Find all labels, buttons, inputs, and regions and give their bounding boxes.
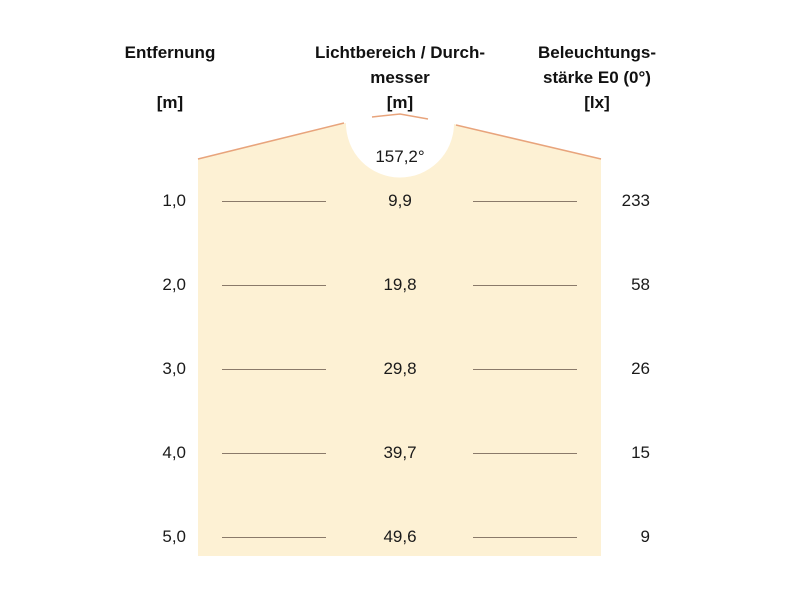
row-divider-left xyxy=(222,369,326,370)
table-row: 3,0 29,8 26 xyxy=(0,358,800,380)
illuminance-value: 58 xyxy=(631,275,650,294)
row-divider-right xyxy=(473,453,577,454)
row-divider-right xyxy=(473,285,577,286)
illuminance-value: 233 xyxy=(621,191,650,210)
diameter-value: 49,6 xyxy=(383,527,417,546)
table-row: 2,0 19,8 58 xyxy=(0,274,800,296)
illuminance-value: 9 xyxy=(640,527,650,546)
header-light-area-unit: [m] xyxy=(386,93,414,112)
table-row: 1,0 9,9 233 xyxy=(0,190,800,212)
row-divider-left xyxy=(222,285,326,286)
row-divider-right xyxy=(473,201,577,202)
diameter-value: 39,7 xyxy=(383,443,417,462)
header-light-area-line-1: Lichtbereich / Durch- xyxy=(314,43,486,62)
header-illuminance: Beleuchtungs- stärke E0 (0°) [lx] xyxy=(522,40,672,115)
row-divider-left xyxy=(222,201,326,202)
row-divider-right xyxy=(473,537,577,538)
table-row: 4,0 39,7 15 xyxy=(0,442,800,464)
row-divider-left xyxy=(222,537,326,538)
light-beam-edge-left xyxy=(197,122,345,160)
diameter-value: 9,9 xyxy=(388,191,412,210)
diameter-value: 19,8 xyxy=(383,275,417,294)
row-divider-left xyxy=(222,453,326,454)
light-beam-area xyxy=(198,123,601,556)
distance-value: 4,0 xyxy=(162,443,186,462)
header-illuminance-line-1: Beleuchtungs- xyxy=(537,43,657,62)
beam-angle-label: 157,2° xyxy=(375,147,425,166)
table-row: 5,0 49,6 9 xyxy=(0,526,800,548)
illuminance-value: 26 xyxy=(631,359,650,378)
distance-value: 1,0 xyxy=(162,191,186,210)
header-illuminance-line-2: stärke E0 (0°) xyxy=(543,68,651,87)
row-divider-right xyxy=(473,369,577,370)
header-light-area-line-2: messer xyxy=(370,68,430,87)
header-distance: Entfernung [m] xyxy=(110,40,230,115)
lamp-apex xyxy=(371,113,429,120)
header-light-area: Lichtbereich / Durch- messer [m] xyxy=(298,40,502,115)
header-distance-line-1: Entfernung xyxy=(124,43,216,62)
header-distance-unit: [m] xyxy=(156,93,184,112)
illuminance-value: 15 xyxy=(631,443,650,462)
distance-value: 2,0 xyxy=(162,275,186,294)
distance-value: 3,0 xyxy=(162,359,186,378)
header-illuminance-unit: [lx] xyxy=(584,93,610,112)
diameter-value: 29,8 xyxy=(383,359,417,378)
distance-value: 5,0 xyxy=(162,527,186,546)
light-beam-edge-right xyxy=(455,124,602,160)
